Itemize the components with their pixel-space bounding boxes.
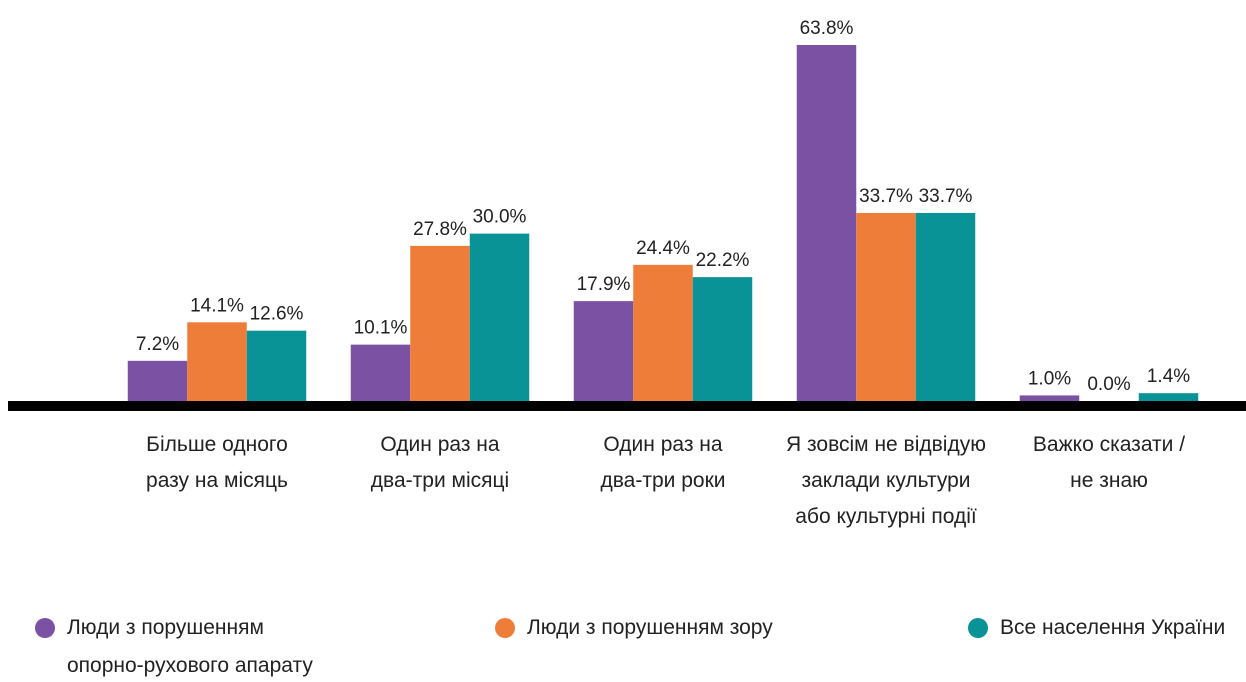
bar [469,233,530,401]
x-tick-label: Більше одного разу на місяць [146,433,288,492]
x-tick-label: Один раз на два-три роки [601,433,726,492]
x-tick-label: Один раз на два-три місяці [371,433,509,492]
legend-swatch [35,618,55,638]
value-label: 12.6% [250,304,304,325]
bar [915,212,976,401]
bar [410,245,470,401]
bar [246,330,307,401]
legend-label: Все населення України [1000,616,1225,639]
bar [1019,395,1080,401]
bar [796,45,857,401]
bar [856,212,916,401]
value-label: 33.7% [919,186,973,207]
value-label: 10.1% [354,318,408,339]
bar [350,344,411,401]
value-label: 7.2% [136,334,179,355]
legend-swatch [495,618,515,638]
value-label: 24.4% [636,238,690,259]
x-tick-label: Важко сказати / не знаю [1033,433,1185,492]
value-label: 1.4% [1147,366,1190,387]
bar [692,277,753,401]
value-label: 22.2% [696,250,750,271]
bar [573,301,634,401]
value-label: 0.0% [1087,374,1130,395]
bar [1138,393,1199,401]
value-label: 63.8% [800,18,854,39]
x-tick-label: Я зовсім не відвідую заклади культури або … [786,433,986,528]
legend-label: Люди з порушенням опорно-рухового апарату [67,616,313,677]
value-label: 17.9% [577,274,631,295]
value-label: 30.0% [473,207,527,228]
bar [633,264,693,401]
value-label: 1.0% [1028,368,1071,389]
value-label: 27.8% [413,219,467,240]
legend-label: Люди з порушенням зору [527,616,773,639]
bar [187,322,247,401]
bar [127,360,188,401]
legend-swatch [968,618,988,638]
value-label: 33.7% [859,186,913,207]
value-label: 14.1% [190,295,244,316]
